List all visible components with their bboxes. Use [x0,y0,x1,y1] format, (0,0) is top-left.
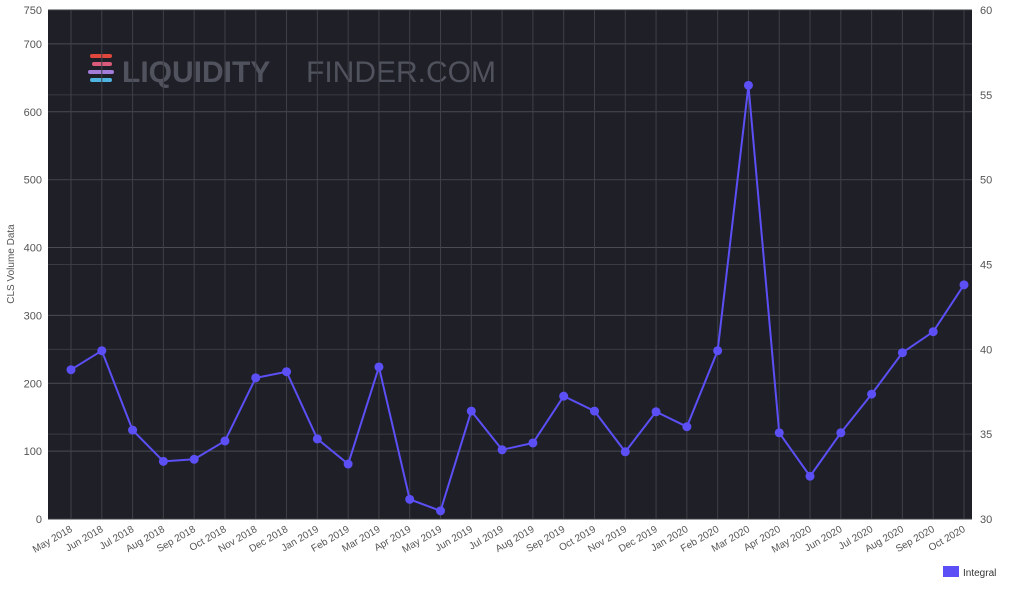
data-point [220,436,230,446]
logo-bar [90,78,112,82]
data-point [651,407,661,417]
y2-tick-label: 40 [980,344,992,356]
y2-tick-label: 55 [980,90,992,102]
watermark-brand: LIQUIDITY [122,56,270,89]
data-point [774,428,784,438]
y2-tick-label: 60 [980,5,992,17]
data-point [128,425,138,435]
data-point [189,454,199,464]
y2-tick-label: 35 [980,429,992,441]
y-tick-label: 600 [24,107,42,119]
data-point [312,434,322,444]
y-tick-label: 200 [24,378,42,390]
y-tick-label: 0 [36,514,42,526]
legend-swatch[interactable] [943,566,959,577]
logo-bar [90,54,112,58]
y-axis-label: CLS Volume Data [6,224,17,304]
data-point [528,438,538,448]
legend-label[interactable]: Integral [963,568,996,579]
data-point [620,447,630,457]
data-point [158,456,168,466]
y2-tick-label: 45 [980,260,992,272]
data-point [66,365,76,375]
data-point [343,459,353,469]
y-tick-label: 700 [24,39,42,51]
data-point [97,346,107,356]
y-tick-label: 300 [24,310,42,322]
watermark: LIQUIDITY FINDER.COM [88,54,496,89]
data-point [743,80,753,90]
y-tick-label: 750 [24,5,42,17]
data-point [928,327,938,337]
watermark-rest: FINDER.COM [306,56,496,89]
y-tick-label: 100 [24,446,42,458]
data-point [805,471,815,481]
data-point [867,389,877,399]
data-point [251,373,261,383]
data-point [466,406,476,416]
data-point [405,494,415,504]
data-point [589,406,599,416]
data-point [497,445,507,455]
data-point [559,391,569,401]
y2-tick-label: 30 [980,514,992,526]
data-point [282,367,292,377]
logo-bar [88,70,114,74]
y-tick-label: 500 [24,175,42,187]
data-point [374,362,384,372]
data-point [959,280,969,290]
series-line [70,85,965,513]
data-point [436,506,446,516]
y2-tick-label: 50 [980,175,992,187]
data-point [682,422,692,432]
data-point [836,428,846,438]
data-point [897,348,907,358]
y-tick-label: 400 [24,243,42,255]
data-point [713,346,723,356]
